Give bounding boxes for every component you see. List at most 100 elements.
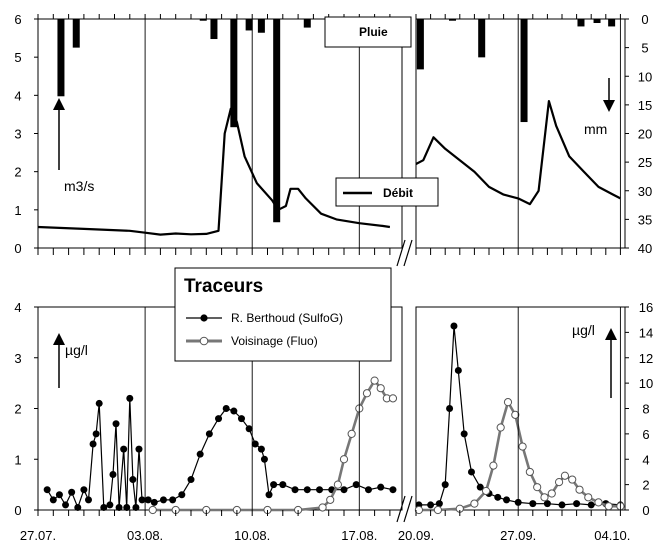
fluo-point <box>148 505 157 515</box>
top-axis-break-mark <box>396 239 413 267</box>
upper-right-axis-label: mm <box>584 121 607 137</box>
fluo-point <box>318 503 327 512</box>
rain-bar <box>230 19 238 128</box>
fluo-point <box>518 442 527 451</box>
legend-frame <box>174 267 392 362</box>
legend-sulfog-label: R. Berthoud (SulfoG) <box>231 311 343 325</box>
sulfog-point <box>92 430 100 438</box>
flow-y-tick-label: 6 <box>14 12 21 27</box>
sulfog-point <box>55 491 63 499</box>
sulfog-point <box>467 468 475 476</box>
sulfog-point <box>49 496 57 504</box>
sulfog-point <box>260 455 268 463</box>
rain-label-frame <box>324 16 412 48</box>
sulfog-point <box>132 503 140 511</box>
lower-right-unit-label: µg/l <box>572 322 617 398</box>
sulfog-point <box>80 486 88 494</box>
sulfog-point <box>257 445 265 453</box>
date-tick-label: 04.10. <box>594 528 630 543</box>
sulfog-point <box>558 501 566 509</box>
fluo-point <box>540 493 549 502</box>
fluo-point <box>347 429 356 438</box>
tracer-left-y-tick-label: 0 <box>14 503 21 518</box>
sulfog-point <box>265 491 273 499</box>
rain-y-tick-label: 35 <box>638 212 652 227</box>
top-panel-frames <box>37 18 626 249</box>
sulfog-point <box>205 430 213 438</box>
sulfog-point <box>150 498 158 506</box>
sulfog-point <box>68 488 76 496</box>
fluo-point <box>525 467 534 477</box>
sulfog-point <box>129 476 137 484</box>
sulfog-point <box>187 476 195 484</box>
upper-left-unit-label: m3/s <box>53 98 94 194</box>
fluo-point <box>584 493 593 502</box>
rain-bar <box>245 19 253 31</box>
sulfog-point <box>446 405 454 412</box>
tracer-right-y-tick-label: 2 <box>642 478 649 493</box>
sulfog-point <box>196 450 204 458</box>
sulfog-point <box>352 481 360 489</box>
fluo-point <box>496 423 505 432</box>
sulfog-point <box>222 405 230 412</box>
sulfog-point <box>100 503 108 511</box>
rain-y-tick-label: 5 <box>641 41 648 56</box>
flow-label-box: Débit <box>335 177 439 207</box>
fluo-point <box>503 398 513 407</box>
fluo-point <box>511 410 520 419</box>
flow-line <box>37 107 391 236</box>
flow-label: Débit <box>383 186 413 200</box>
sulfog-point <box>159 496 167 504</box>
fluo-point <box>547 489 556 498</box>
rain-bar <box>416 19 424 70</box>
rain-bar <box>478 19 486 58</box>
flow-y-tick-label: 2 <box>14 165 21 180</box>
sulfog-point <box>144 496 152 504</box>
sulfog-point <box>84 496 92 504</box>
tracer-legend: Traceurs R. Berthoud (SulfoG) Voisinage … <box>174 267 392 362</box>
flow-y-tick-label: 4 <box>14 88 21 103</box>
sulfog-point <box>106 501 114 509</box>
fluo-point <box>433 505 442 515</box>
tracer-series <box>43 322 625 515</box>
flow-y-tick-label: 1 <box>14 203 21 218</box>
rain-label: Pluie <box>359 25 388 39</box>
tracer-right-y-tick-label: 0 <box>642 503 649 518</box>
sulfog-point <box>529 500 537 508</box>
sulfog-point <box>237 415 245 423</box>
rain-bar <box>593 19 601 24</box>
date-tick-label: 20.09. <box>398 528 434 543</box>
sulfog-point <box>460 430 468 438</box>
lower-left-unit-label: µg/l <box>53 333 88 388</box>
tracer-left-y-tick-label: 4 <box>14 300 21 315</box>
rain-y-tick-label: 15 <box>638 98 652 113</box>
legend-fluo-marker <box>199 336 209 346</box>
rain-bar <box>72 19 80 48</box>
rain-y-tick-label: 20 <box>638 127 652 142</box>
fluo-point <box>326 495 335 504</box>
fluo-point <box>568 475 577 484</box>
sulfog-point <box>389 486 397 494</box>
top-panel-ticks: 0 1 2 3 4 5 6 0 5 10 15 20 25 30 35 40 <box>14 12 652 256</box>
fluo-line <box>418 398 621 512</box>
sulfog-point <box>123 503 131 511</box>
sulfog-point <box>303 486 311 494</box>
sulfog-point <box>377 483 385 491</box>
rain-bar <box>303 19 311 28</box>
tracer-right-y-tick-label: 16 <box>639 300 653 315</box>
legend-title: Traceurs <box>184 276 263 297</box>
flow-line <box>415 99 621 206</box>
tracer-right-y-tick-label: 6 <box>642 427 649 442</box>
sulfog-point <box>573 500 581 508</box>
sulfog-point <box>291 486 299 494</box>
rain-bar <box>608 19 616 27</box>
rain-bar <box>577 19 585 27</box>
sulfog-point <box>178 491 186 499</box>
sulfog-point <box>427 501 435 509</box>
sulfog-point <box>109 470 117 478</box>
rain-y-tick-label: 25 <box>638 155 652 170</box>
sulfog-point <box>476 483 484 491</box>
date-tick-label: 17.08. <box>341 528 377 543</box>
rain-bar <box>257 19 265 33</box>
